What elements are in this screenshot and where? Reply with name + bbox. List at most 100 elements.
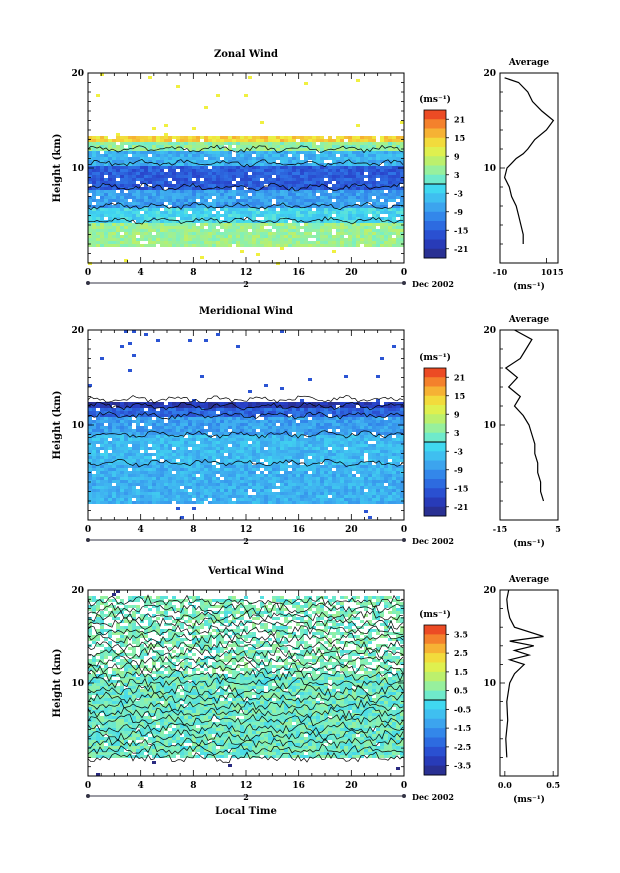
heatmap-cell [304,447,308,450]
heatmap-cell [104,196,108,199]
heatmap-cell [388,423,392,426]
heatmap-cell [96,471,100,474]
heatmap-cell [284,166,288,169]
heatmap-cell [124,163,128,166]
heatmap-cell [136,462,140,465]
heatmap-cell [224,187,228,190]
heatmap-cell [136,172,140,175]
heatmap-cell [128,184,132,187]
heatmap-cell [88,411,92,414]
heatmap-cell [100,178,104,181]
heatmap-cell [284,465,288,468]
heatmap-cell [196,220,200,223]
heatmap-cell [224,172,228,175]
heatmap-cell [208,414,212,417]
heatmap-cell [124,193,128,196]
heatmap-cell [348,402,352,405]
heatmap-cell [228,456,232,459]
heatmap-cell [264,238,268,241]
heatmap-cell [172,193,176,196]
heatmap-cell [212,450,216,453]
heatmap-cell [192,453,196,456]
heatmap-cell [140,223,144,226]
heatmap-cell [156,414,160,417]
heatmap-cell [344,417,348,420]
heatmap-cell [152,420,156,423]
heatmap-cell [156,208,160,211]
heatmap-cell [356,157,360,160]
heatmap-cell [392,148,396,151]
heatmap-cell [400,193,404,196]
heatmap-cell [256,468,260,471]
heatmap-cell [332,205,336,208]
heatmap-cell [296,432,300,435]
heatmap-cell [96,94,100,97]
heatmap-cell [392,438,396,441]
heatmap-cell [148,471,152,474]
heatmap-cell [280,142,284,145]
heatmap-cell [400,181,404,184]
heatmap-cell [160,402,164,405]
heatmap-cell [356,172,360,175]
heatmap-cell [380,226,384,229]
heatmap-cell [304,226,308,229]
heatmap-cell [160,151,164,154]
heatmap-cell [96,178,100,181]
heatmap-cell [392,345,396,348]
heatmap-cell [376,405,380,408]
heatmap-cell [268,429,272,432]
heatmap-cell [288,169,292,172]
heatmap-cell [228,432,232,435]
heatmap-cell [196,238,200,241]
heatmap-cell [392,444,396,447]
heatmap-cell [172,477,176,480]
heatmap-cell [352,145,356,148]
heatmap-cell [304,169,308,172]
heatmap-cell [312,417,316,420]
heatmap-cell [344,154,348,157]
heatmap-cell [128,432,132,435]
heatmap-cell [328,208,332,211]
heatmap-cell [304,172,308,175]
heatmap-cell [172,441,176,444]
heatmap-cell [276,241,280,244]
heatmap-cell [268,456,272,459]
heatmap-cell [284,136,288,139]
heatmap-cell [364,429,368,432]
heatmap-cell [384,435,388,438]
heatmap-cell [168,160,172,163]
heatmap-cell [300,241,304,244]
heatmap-cell [320,474,324,477]
heatmap-cell [144,450,148,453]
heatmap-cell [172,211,176,214]
heatmap-cell [144,184,148,187]
heatmap-cell [124,166,128,169]
heatmap-cell [360,235,364,238]
heatmap-cell [180,208,184,211]
heatmap-cell [128,411,132,414]
heatmap-cell [356,160,360,163]
heatmap-cell [140,169,144,172]
colorbar-segment [424,110,446,120]
heatmap-cell [380,181,384,184]
heatmap-cell [280,175,284,178]
heatmap-cell [184,169,188,172]
heatmap-cell [372,145,376,148]
heatmap-cell [228,217,232,220]
heatmap-cell [228,465,232,468]
heatmap-cell [96,447,100,450]
heatmap-cell [340,148,344,151]
heatmap-cell [148,480,152,483]
heatmap-cell [228,408,232,411]
heatmap-cell [164,184,168,187]
heatmap-cell [272,178,276,181]
heatmap-cell [308,229,312,232]
heatmap-cell [88,232,92,235]
heatmap-cell [200,172,204,175]
heatmap-cell [348,426,352,429]
heatmap-cell [88,420,92,423]
heatmap-cell [348,199,352,202]
heatmap-cell [372,199,376,202]
heatmap-cell [100,453,104,456]
heatmap-cell [252,408,256,411]
